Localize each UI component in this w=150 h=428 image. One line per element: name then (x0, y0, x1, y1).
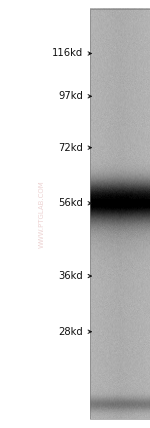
Text: 97kd: 97kd (58, 91, 83, 101)
Text: 116kd: 116kd (52, 48, 83, 59)
Text: 28kd: 28kd (58, 327, 83, 337)
Bar (90, 9, 150, 419)
Text: 72kd: 72kd (58, 143, 83, 153)
Text: 36kd: 36kd (58, 271, 83, 281)
Text: WWW.PTGLAB.COM: WWW.PTGLAB.COM (39, 180, 45, 248)
Text: 56kd: 56kd (58, 198, 83, 208)
